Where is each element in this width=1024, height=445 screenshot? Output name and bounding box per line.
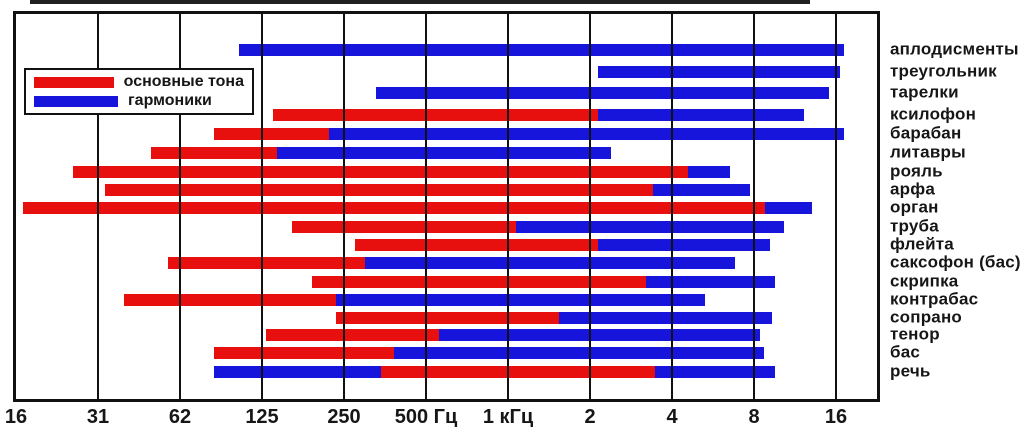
bar-segment-fundamental <box>150 147 277 159</box>
bar-segment-fundamental <box>23 202 766 214</box>
bar-segment-fundamental <box>105 184 654 196</box>
row-label: рояль <box>890 161 943 181</box>
gridline <box>425 14 427 399</box>
row-label: скрипка <box>890 271 959 291</box>
legend-item-harmonics: гармоники <box>34 92 244 110</box>
bar-segment-fundamental <box>168 257 365 269</box>
bar-segment-fundamental <box>336 312 559 324</box>
x-tick-label: 250 <box>327 406 361 428</box>
bar-segment-harmonics <box>688 166 731 178</box>
bar-segment-fundamental <box>265 329 439 341</box>
bar-segment-fundamental <box>73 166 689 178</box>
bar-segment-harmonics <box>655 366 776 378</box>
row-label: арфа <box>890 179 935 199</box>
row-label: тарелки <box>890 82 959 102</box>
x-tick-label: 125 <box>245 406 279 428</box>
bar-segment-harmonics <box>238 44 844 56</box>
row-label: ксилофон <box>890 104 977 124</box>
bar-segment-harmonics <box>765 202 813 214</box>
row-label: сопрано <box>890 307 962 327</box>
legend-label-harmonics: гармоники <box>128 92 212 109</box>
x-tick-label: 1 кГц <box>482 406 534 428</box>
gridline <box>97 14 99 399</box>
bar-segment-harmonics <box>516 221 785 233</box>
row-label: орган <box>890 197 939 217</box>
bar-segment-harmonics <box>276 147 612 159</box>
bar-segment-harmonics <box>328 128 844 140</box>
gridline <box>753 14 755 399</box>
row-label: флейта <box>890 234 954 254</box>
x-tick-label: 500 Гц <box>394 406 458 428</box>
row-label: труба <box>890 216 939 236</box>
bar-segment-harmonics <box>598 109 804 121</box>
bar-segment-harmonics <box>558 312 772 324</box>
x-tick-label: 62 <box>168 406 192 428</box>
top-crop-artifact <box>30 0 810 4</box>
x-tick-label: 2 <box>584 406 596 428</box>
plot-area <box>13 11 880 402</box>
row-label: аплодисменты <box>890 39 1019 59</box>
legend-swatch-red <box>34 76 114 88</box>
row-label: бас <box>890 342 921 362</box>
gridline <box>343 14 345 399</box>
x-tick-label: 31 <box>86 406 110 428</box>
row-label: речь <box>890 361 931 381</box>
bar-segment-fundamental <box>213 347 394 359</box>
x-tick-label: 16 <box>4 406 28 428</box>
x-tick-label: 8 <box>748 406 760 428</box>
gridline <box>835 14 837 399</box>
bar-segment-fundamental <box>124 294 337 306</box>
bar-segment-harmonics <box>646 276 776 288</box>
bar-segment-harmonics <box>438 329 760 341</box>
bar-segment-harmonics <box>598 239 771 251</box>
bar-segment-fundamental <box>292 221 517 233</box>
row-label: треугольник <box>890 61 997 81</box>
bar-segment-harmonics <box>375 87 830 99</box>
gridline <box>507 14 509 399</box>
bar-segment-harmonics <box>364 257 736 269</box>
row-label: барабан <box>890 123 962 143</box>
bar-segment-fundamental <box>213 128 329 140</box>
row-label: контрабас <box>890 289 979 309</box>
bar-segment-harmonics <box>653 184 750 196</box>
row-label: тенор <box>890 324 940 344</box>
gridline <box>671 14 673 399</box>
bar-segment-fundamental <box>354 239 599 251</box>
bar-segment-fundamental <box>272 109 599 121</box>
gridline <box>589 14 591 399</box>
gridline <box>261 14 263 399</box>
bar-segment-harmonics <box>598 66 841 78</box>
legend-label-fundamental: основные тона <box>123 73 244 90</box>
gridline <box>179 14 181 399</box>
legend-swatch-blue <box>34 95 118 107</box>
bar-segment-fundamental <box>380 366 656 378</box>
bar-segment-fundamental <box>311 276 647 288</box>
x-tick-label: 4 <box>666 406 678 428</box>
bar-segment-harmonics <box>213 366 381 378</box>
legend-item-fundamental: основные тона <box>34 73 244 91</box>
row-label: саксофон (бас) <box>890 252 1021 272</box>
row-label: литавры <box>890 142 966 162</box>
bar-segment-harmonics <box>336 294 705 306</box>
legend: основные тона гармоники <box>24 68 254 115</box>
x-tick-label: 16 <box>824 406 848 428</box>
